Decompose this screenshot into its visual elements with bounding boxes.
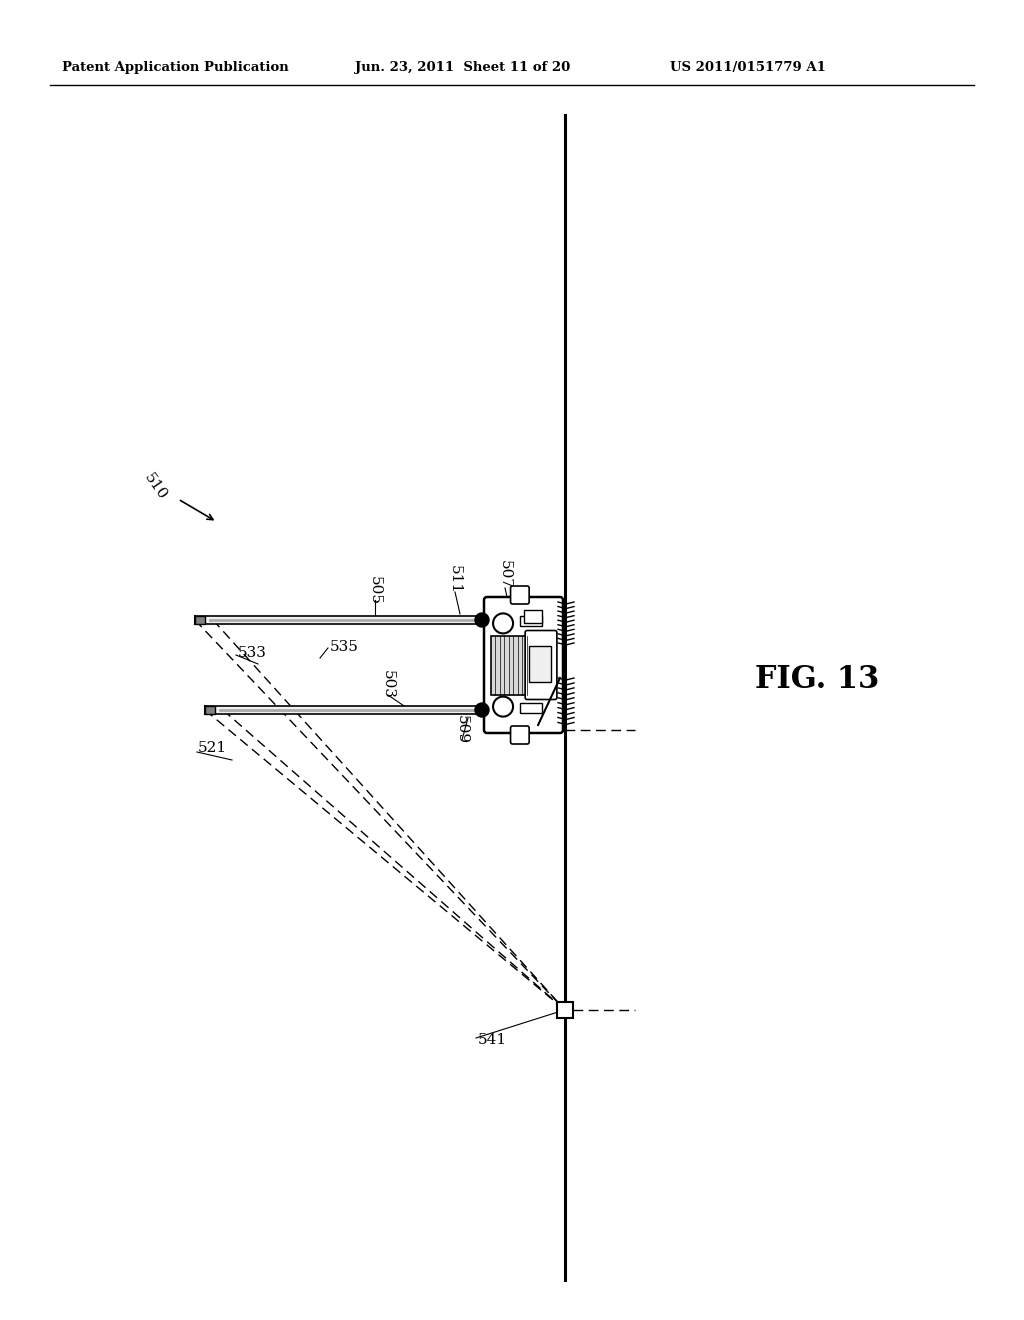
Bar xyxy=(557,1002,573,1018)
FancyBboxPatch shape xyxy=(511,586,529,605)
Bar xyxy=(520,615,542,626)
Bar xyxy=(523,610,542,623)
Bar xyxy=(195,616,205,624)
Text: Jun. 23, 2011  Sheet 11 of 20: Jun. 23, 2011 Sheet 11 of 20 xyxy=(355,62,570,74)
Text: US 2011/0151779 A1: US 2011/0151779 A1 xyxy=(670,62,826,74)
Text: 535: 535 xyxy=(330,640,358,653)
Text: Patent Application Publication: Patent Application Publication xyxy=(62,62,289,74)
Circle shape xyxy=(475,704,489,717)
FancyBboxPatch shape xyxy=(484,597,563,733)
Text: 509: 509 xyxy=(455,715,469,744)
FancyBboxPatch shape xyxy=(525,631,557,700)
Text: 503: 503 xyxy=(381,671,395,700)
Bar xyxy=(205,706,215,714)
Text: 511: 511 xyxy=(449,565,462,594)
Bar xyxy=(195,616,482,624)
Text: 507: 507 xyxy=(498,561,512,590)
Text: 541: 541 xyxy=(478,1034,507,1047)
Bar xyxy=(205,706,482,714)
Text: 533: 533 xyxy=(238,645,267,660)
Text: 505: 505 xyxy=(368,576,382,605)
Text: 510: 510 xyxy=(141,471,169,503)
FancyBboxPatch shape xyxy=(511,726,529,744)
Text: 521: 521 xyxy=(198,741,227,755)
Text: FIG. 13: FIG. 13 xyxy=(755,664,880,696)
Bar xyxy=(529,645,551,682)
Circle shape xyxy=(475,612,489,627)
Bar xyxy=(490,636,531,694)
Bar xyxy=(520,702,542,713)
